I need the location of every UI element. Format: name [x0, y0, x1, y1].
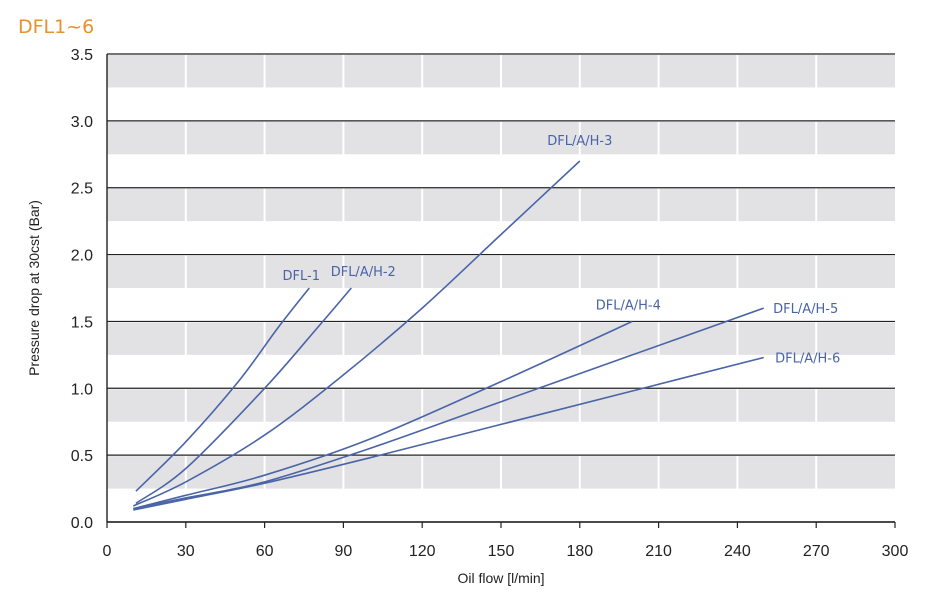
x-tick-label: 150: [488, 543, 515, 560]
y-tick-label: 2.5: [71, 181, 93, 198]
x-tick-label: 300: [882, 543, 909, 560]
x-axis-label: Oil flow [l/min]: [457, 570, 544, 586]
series-line-dfl-1: [135, 287, 310, 492]
x-tick-label: 240: [724, 543, 751, 560]
series-label-dfl-a-h-5: DFL/A/H-5: [773, 302, 838, 317]
y-tick-label: 1.5: [71, 314, 93, 331]
x-tick-label: 90: [335, 543, 353, 560]
axes: [106, 54, 896, 528]
y-tick-label: 1.0: [71, 381, 93, 398]
y-axis-label: Pressure drop at 30cst (Bar): [26, 200, 42, 376]
x-tick-label: 180: [566, 543, 593, 560]
x-tick-label: 30: [177, 543, 195, 560]
x-tick-label: 0: [103, 543, 112, 560]
series-label-dfl-a-h-3: DFL/A/H-3: [547, 134, 612, 149]
series-label-dfl-a-h-2: DFL/A/H-2: [331, 265, 396, 280]
series-line-dfl-a-h-3: [132, 160, 581, 507]
series-label-dfl-a-h-4: DFL/A/H-4: [596, 298, 661, 313]
series-line-dfl-a-h-2: [135, 287, 352, 504]
series-labels: DFL-1 DFL/A/H-2 DFL/A/H-3 DFL/A/H-4 DFL/A/H-…: [283, 134, 841, 367]
series-label-dfl-1: DFL-1: [283, 269, 320, 284]
x-tick-label: 60: [256, 543, 274, 560]
x-tick-label: 210: [645, 543, 672, 560]
x-tick-label: 270: [803, 543, 830, 560]
series-label-dfl-a-h-6: DFL/A/H-6: [775, 352, 840, 367]
y-tick-label: 2.0: [71, 248, 93, 265]
y-tick-label: 3.0: [71, 114, 93, 131]
chart-corner-title: DFL1~6: [18, 16, 95, 38]
y-tick-label: 3.5: [71, 47, 93, 64]
y-tick-label: 0.5: [71, 448, 93, 465]
tick-labels: 0 30 60 90 120 150 180 210 240 270 300 0.0 0.5 1.0 1.5…: [71, 47, 909, 560]
series-line-dfl-a-h-5: [133, 307, 764, 510]
series-lines: [132, 160, 764, 511]
series-line-dfl-a-h-6: [133, 356, 764, 511]
series-line-dfl-a-h-4: [133, 320, 633, 510]
y-tick-label: 0.0: [71, 515, 93, 532]
x-tick-label: 120: [409, 543, 436, 560]
